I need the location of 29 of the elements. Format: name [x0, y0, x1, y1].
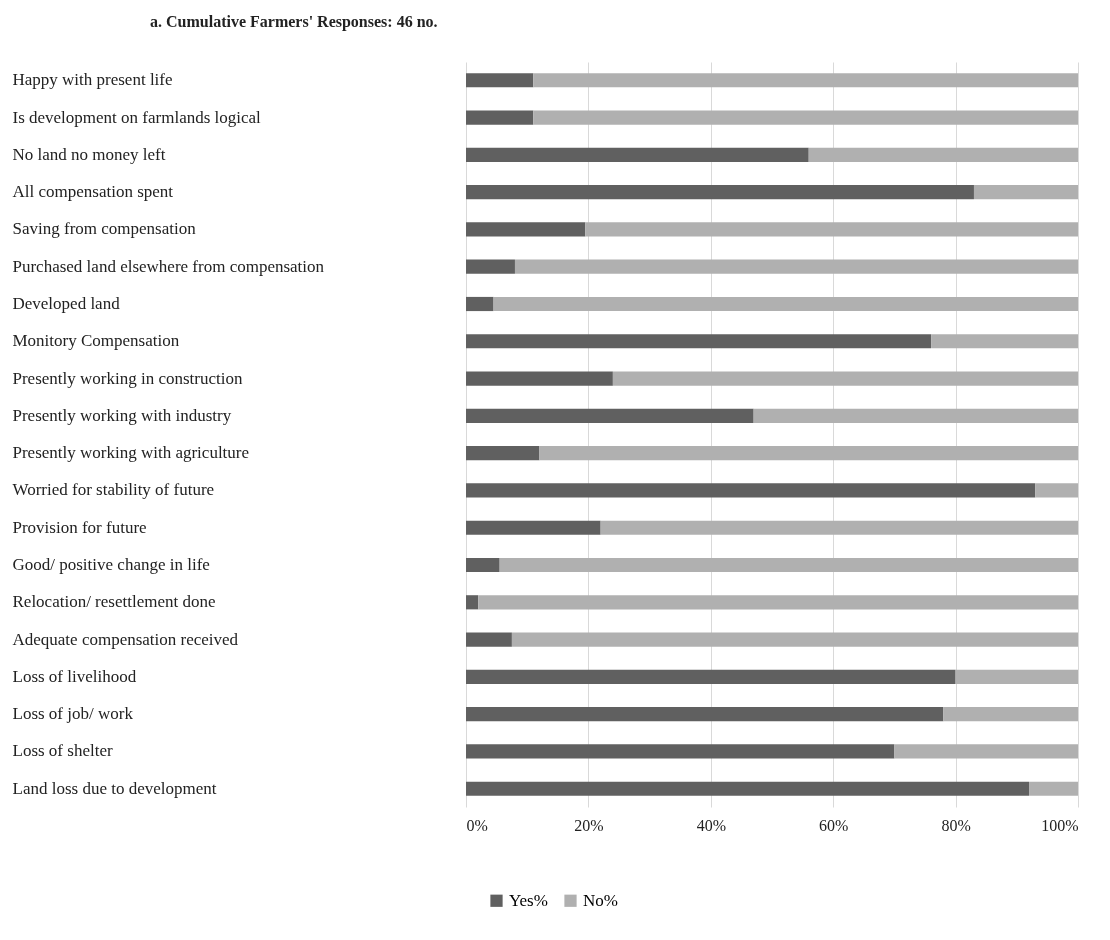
text: a. Cumulative Farmers' Responses: 46 no.	[150, 13, 438, 31]
y-tick-label: Land loss due to development	[12, 778, 217, 798]
y-tick-label: Relocation/ resettlement done	[12, 592, 216, 612]
y-tick-label: Purchased land elsewhere from compensation	[12, 256, 325, 276]
x-tick-label: 100%	[1041, 816, 1079, 834]
y-tick-label: Is development on farmlands logical	[12, 107, 262, 127]
x-tick-label: 0%	[466, 816, 488, 834]
y-tick-label: No land no money left	[12, 144, 166, 164]
x-tick-label: 40%	[696, 816, 726, 834]
x-tick-label: 20%	[574, 816, 604, 834]
legend-label: No%	[583, 890, 618, 910]
y-tick-label: Loss of job/ work	[12, 704, 134, 724]
x-tick-label: 60%	[819, 816, 849, 834]
legend-label: Yes%	[509, 890, 548, 910]
y-tick-label: Presently working with industry	[12, 405, 232, 425]
y-tick-label: Adequate compensation received	[12, 629, 239, 649]
y-tick-label: Provision for future	[12, 517, 147, 537]
y-tick-label: Presently working with agriculture	[12, 443, 250, 463]
y-tick-label: Good/ positive change in life	[12, 555, 210, 575]
y-tick-label: Monitory Compensation	[12, 331, 180, 351]
y-tick-label: Developed land	[12, 293, 121, 313]
x-tick-label: 80%	[941, 816, 971, 834]
y-tick-label: Saving from compensation	[12, 219, 197, 239]
y-tick-label: Presently working in construction	[12, 368, 243, 388]
y-tick-label: Worried for stability of future	[12, 480, 215, 500]
y-tick-label: Loss of livelihood	[12, 666, 137, 686]
y-tick-label: All compensation spent	[12, 182, 174, 202]
y-tick-label: Loss of shelter	[12, 741, 113, 761]
y-tick-label: Happy with present life	[12, 70, 173, 90]
